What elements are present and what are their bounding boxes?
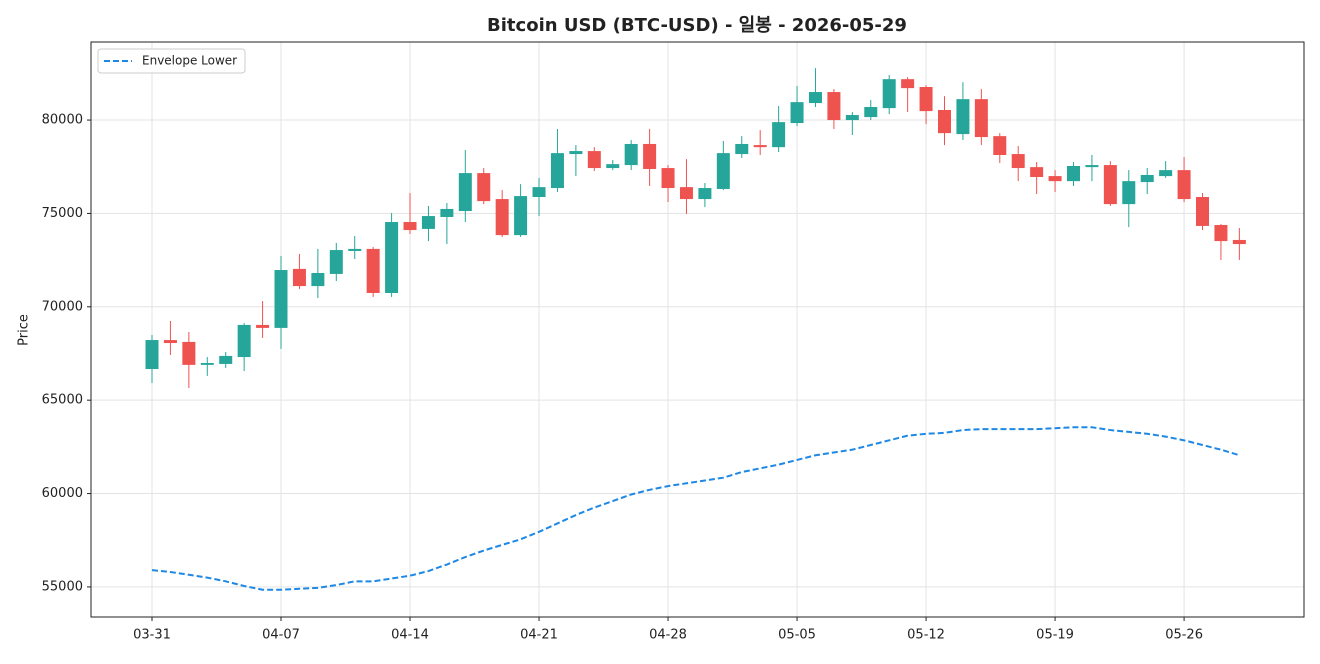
- candle-body: [845, 115, 859, 121]
- x-tick-label: 04-21: [520, 628, 558, 643]
- x-tick-label: 05-05: [778, 628, 816, 643]
- candle-body: [403, 222, 417, 231]
- candle-body: [679, 187, 693, 200]
- candle-body: [1140, 174, 1154, 183]
- candle-body: [643, 143, 657, 169]
- candle-body: [1214, 225, 1228, 242]
- candle-body: [606, 164, 620, 169]
- candle-body: [348, 248, 362, 251]
- y-tick-label: 60000: [42, 486, 83, 501]
- candle-body: [661, 168, 675, 189]
- candle-body: [514, 196, 528, 236]
- y-tick-label: 55000: [42, 579, 83, 594]
- candle-body: [145, 340, 159, 369]
- x-tick-label: 05-12: [907, 628, 945, 643]
- candle-body: [458, 173, 472, 212]
- candle-body: [440, 208, 454, 217]
- candle-body: [956, 99, 970, 135]
- candle-body: [495, 199, 509, 236]
- plot-frame: [90, 41, 1305, 618]
- candle-body: [716, 153, 730, 189]
- candle-body: [366, 248, 380, 293]
- candle-body: [163, 340, 177, 344]
- candle-body: [901, 79, 915, 89]
- candle-body: [919, 87, 933, 112]
- candle-body: [200, 363, 214, 365]
- candle-body: [1067, 166, 1080, 182]
- candle-body: [753, 145, 767, 148]
- candle-body: [1232, 239, 1246, 245]
- candle-body: [993, 136, 1007, 155]
- line-series: [151, 426, 1240, 591]
- candle-body: [882, 79, 896, 109]
- y-tick-label: 80000: [42, 113, 83, 128]
- legend-box: [97, 48, 246, 74]
- x-tick-label: 04-07: [262, 628, 300, 643]
- x-tick-label: 03-31: [133, 628, 171, 643]
- candle-body: [1177, 170, 1191, 200]
- candle-body: [256, 324, 270, 328]
- candle-body: [532, 187, 546, 198]
- x-tick-label: 04-14: [391, 628, 429, 643]
- candle-body: [937, 109, 951, 134]
- candle-body: [569, 151, 583, 155]
- candle-body: [808, 92, 822, 104]
- candle-body: [1196, 197, 1210, 226]
- candle-body: [292, 268, 306, 287]
- x-tick-label: 05-19: [1036, 628, 1074, 643]
- candle-body: [385, 222, 399, 293]
- candle-body: [1011, 154, 1025, 169]
- x-tick-label: 05-26: [1165, 628, 1203, 643]
- candle-body: [274, 270, 288, 328]
- candle-body: [790, 102, 804, 124]
- chart-title: Bitcoin USD (BTC-USD) - 일봉 - 2026-05-29: [487, 15, 907, 36]
- candle-body: [1030, 167, 1044, 178]
- candle-body: [477, 173, 491, 202]
- candle-body: [1159, 170, 1173, 177]
- y-tick-label: 70000: [42, 299, 83, 314]
- x-tick-label: 04-28: [649, 628, 687, 643]
- candle-body: [587, 151, 601, 169]
- candle-body: [974, 99, 988, 138]
- candle-body: [698, 188, 712, 200]
- legend: Envelope Lower: [97, 48, 246, 74]
- candle-body: [237, 324, 251, 358]
- candle-body: [735, 143, 749, 155]
- candle-body: [1085, 165, 1099, 168]
- y-axis-label: Price: [17, 314, 32, 346]
- candle-body: [329, 250, 343, 274]
- candle-body: [219, 355, 233, 364]
- candle-body: [827, 92, 841, 121]
- y-tick-label: 75000: [42, 206, 83, 221]
- candle-body: [1122, 181, 1136, 205]
- candle-body: [624, 143, 638, 166]
- candle-body: [311, 273, 325, 287]
- candle-body: [421, 216, 435, 229]
- candle-body: [772, 122, 786, 148]
- candle-body: [864, 106, 878, 118]
- candle-body: [550, 153, 564, 189]
- candle-body: [1103, 165, 1117, 205]
- candle-body: [182, 341, 196, 365]
- candle-body: [1048, 176, 1062, 182]
- legend-label: Envelope Lower: [142, 54, 237, 68]
- y-tick-label: 65000: [42, 393, 83, 408]
